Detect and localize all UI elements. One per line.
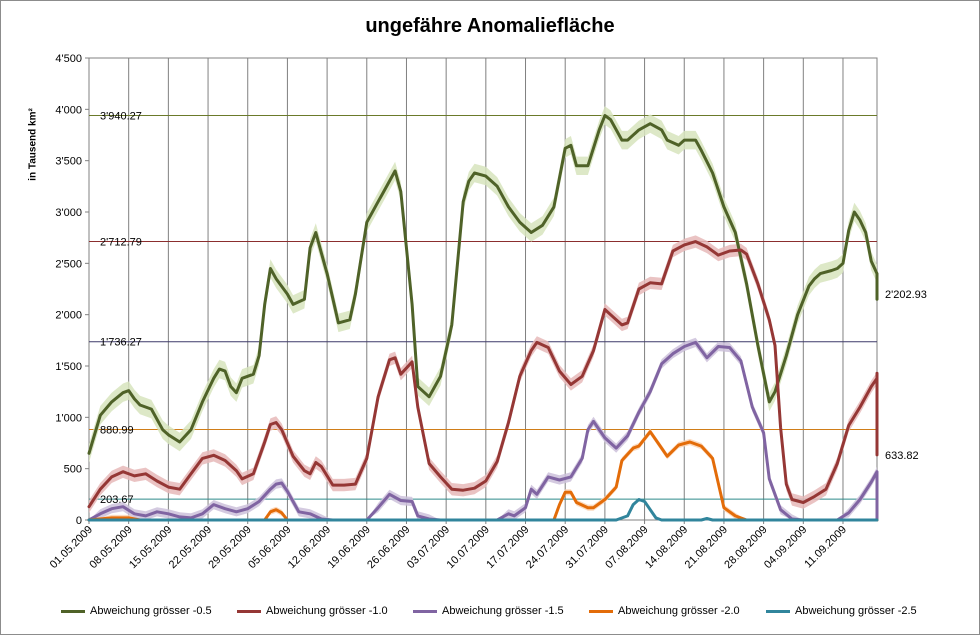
y-tick-label: 4'500 [55, 53, 82, 65]
legend-swatch [589, 609, 613, 613]
series-band [89, 337, 877, 520]
legend-swatch [237, 609, 261, 613]
series-line [87, 430, 879, 522]
series-line [87, 340, 879, 522]
legend-label: Abweichung grösser -1.5 [442, 605, 564, 617]
y-tick-label: 500 [64, 464, 82, 476]
legend-label: Abweichung grösser -0.5 [90, 605, 212, 617]
legend-item: Abweichung grösser -2.5 [766, 605, 917, 617]
reference-line-label: 3'940.27 [100, 110, 142, 122]
legend-label: Abweichung grösser -2.0 [618, 605, 740, 617]
y-tick-label: 2'000 [55, 310, 82, 322]
reference-line-label: 1'736.27 [100, 337, 142, 349]
y-tick-label: 2'500 [55, 258, 82, 270]
legend-swatch [413, 609, 437, 613]
y-tick-label: 0 [76, 515, 82, 527]
y-tick-label: 3'000 [55, 207, 82, 219]
series-band [89, 235, 877, 513]
y-tick-label: 1'500 [55, 361, 82, 373]
series-line [87, 240, 879, 509]
legend-label: Abweichung grösser -1.0 [266, 605, 388, 617]
legend-item: Abweichung grösser -2.0 [589, 605, 740, 617]
series-line [87, 114, 879, 455]
legend-item: Abweichung grösser -0.5 [61, 605, 212, 617]
series-band [89, 106, 877, 463]
y-tick-label: 3'500 [55, 156, 82, 168]
x-tick-label: 04.09.2009 [762, 524, 809, 571]
legend-label: Abweichung grösser -2.5 [795, 605, 917, 617]
chart-legend: Abweichung grösser -0.5 Abweichung grösse… [61, 605, 961, 623]
x-tick-label: 11.09.2009 [802, 524, 849, 571]
reference-line-label: 2'712.79 [100, 236, 142, 248]
reference-line-label: 203.67 [100, 494, 134, 506]
legend-swatch [766, 609, 790, 613]
series-line [87, 498, 879, 522]
y-tick-label: 4'000 [55, 104, 82, 116]
series-end-label: 633.82 [885, 450, 919, 462]
y-tick-label: 1'000 [55, 412, 82, 424]
reference-line-label: 880.99 [100, 425, 134, 437]
chart-title: ungefähre Anomaliefläche [365, 15, 615, 37]
legend-item: Abweichung grösser -1.5 [413, 605, 564, 617]
legend-item: Abweichung grösser -1.0 [237, 605, 388, 617]
legend-swatch [61, 609, 85, 613]
series-end-label: 2'202.93 [885, 289, 927, 301]
